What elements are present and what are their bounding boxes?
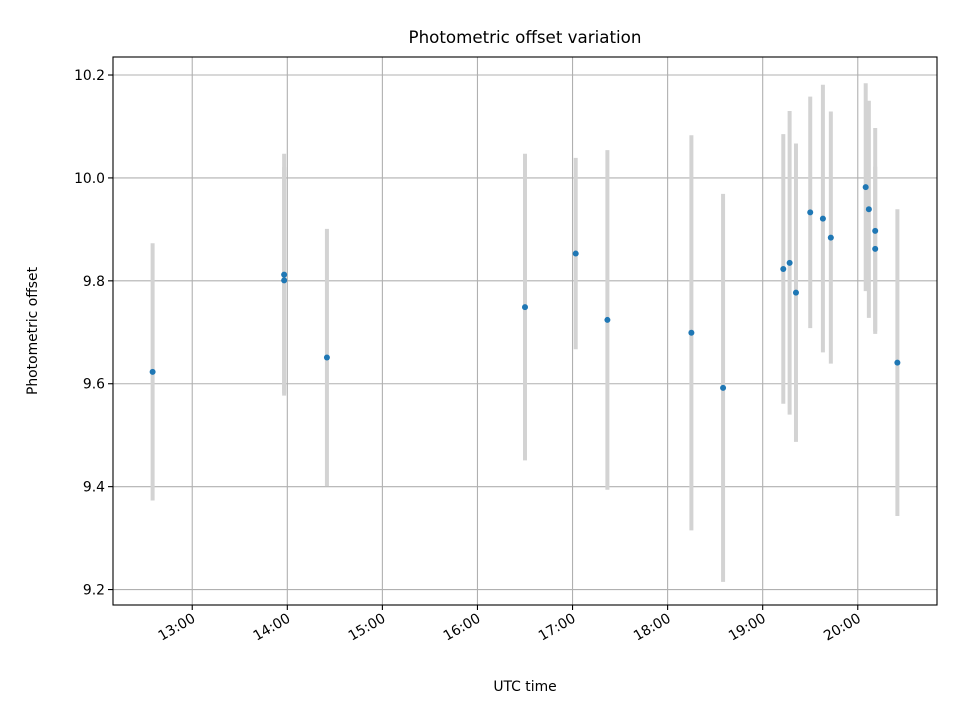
data-point <box>872 227 879 234</box>
y-axis-ticks: 9.2 9.4 9.6 9.8 10.0 10.2 <box>74 68 113 599</box>
plot-area-frame <box>112 56 938 606</box>
data-point <box>780 265 787 272</box>
y-tick-label: 9.4 <box>83 480 105 496</box>
data-point <box>872 245 879 252</box>
data-point <box>807 209 814 216</box>
data-point <box>323 354 330 361</box>
data-point <box>792 289 799 296</box>
y-axis-label: Photometric offset <box>25 266 41 395</box>
data-point <box>281 271 288 278</box>
x-axis-label: UTC time <box>493 679 556 695</box>
data-point <box>522 304 528 311</box>
data-point <box>572 250 579 257</box>
data-point <box>827 234 834 241</box>
data-point <box>688 329 695 336</box>
data-point <box>786 259 793 266</box>
y-tick-label: 10.0 <box>74 171 105 187</box>
data-point <box>819 215 826 222</box>
data-point <box>894 359 901 366</box>
y-tick-label: 9.6 <box>83 377 105 393</box>
y-tick-label: 9.2 <box>83 583 105 599</box>
y-tick-label: 9.8 <box>83 274 105 290</box>
data-point <box>604 316 611 323</box>
data-point <box>149 368 156 375</box>
data-point <box>720 384 727 391</box>
chart-title: Photometric offset variation <box>409 27 642 47</box>
data-points <box>149 184 901 391</box>
y-tick-label: 10.2 <box>74 68 105 84</box>
data-point <box>865 206 872 213</box>
data-point <box>862 184 869 191</box>
data-point <box>281 277 288 284</box>
